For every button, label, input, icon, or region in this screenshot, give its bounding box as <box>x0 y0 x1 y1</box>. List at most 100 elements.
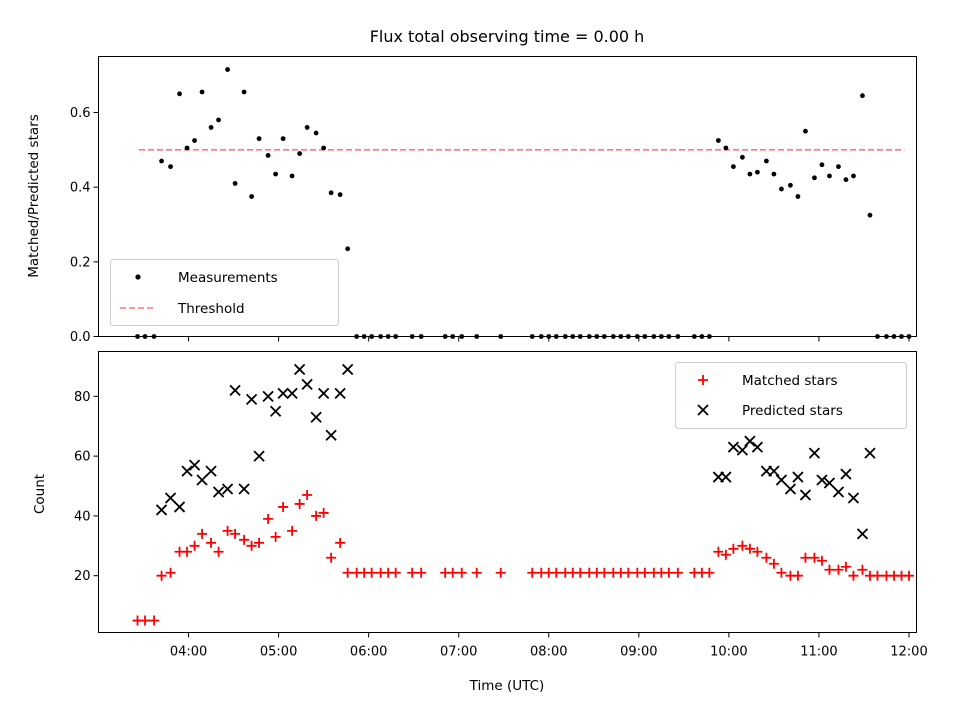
measurement-point <box>625 334 631 339</box>
measurement-point <box>199 89 205 95</box>
predicted-star-point <box>196 474 208 486</box>
count-y-axis-label: Count <box>32 474 48 514</box>
count-x-tick-label: 06:00 <box>350 645 387 660</box>
predicted-star-point <box>334 387 346 399</box>
measurement-point <box>771 171 777 177</box>
predicted-star-point <box>768 465 780 477</box>
measurement-point <box>642 334 648 339</box>
matched-star-point <box>239 534 250 545</box>
measurement-point <box>313 130 319 136</box>
measurement-point <box>151 334 157 339</box>
count-x-tick-label: 04:00 <box>170 645 207 660</box>
measurement-point <box>321 145 327 151</box>
measurement-point <box>142 334 148 339</box>
count-x-tick-label: 10:00 <box>710 645 747 660</box>
measurement-point <box>594 334 600 339</box>
predicted-legend-marker <box>697 404 709 416</box>
measurement-point <box>208 125 214 130</box>
measurement-point <box>249 194 254 199</box>
measurement-point <box>788 182 793 188</box>
predicted-star-point <box>736 444 749 456</box>
measurement-point <box>618 334 624 339</box>
predicted-star-point <box>840 468 852 480</box>
measurement-point <box>843 177 849 183</box>
predicted-star-point <box>784 483 797 495</box>
measurement-point <box>459 334 465 339</box>
matched-star-point <box>230 528 241 539</box>
predicted-star-point <box>799 489 812 501</box>
matched-legend-marker <box>698 375 708 385</box>
measurement-point <box>610 334 616 339</box>
measurement-point <box>601 334 607 339</box>
matched-star-point <box>551 567 562 578</box>
measurement-point <box>706 334 712 339</box>
predicted-star-point <box>342 363 354 376</box>
matched-star-point <box>833 564 844 575</box>
ratio-y-tick-label: 0.4 <box>70 181 91 196</box>
measurement-point <box>529 334 535 339</box>
measurement-point <box>289 173 295 179</box>
measurement-point <box>177 91 182 97</box>
predicted-star-point <box>720 471 732 483</box>
measurement-point <box>225 67 230 72</box>
ratio-y-ticks: 0.0 0.2 0.4 0.6 <box>70 106 99 345</box>
matched-star-point <box>809 552 820 563</box>
measurement-point <box>216 117 221 123</box>
matched-star-point <box>456 567 467 578</box>
measurement-point <box>256 136 262 142</box>
ratio-marks <box>135 67 912 339</box>
predicted-star-point <box>181 465 193 477</box>
predicted-star-point <box>744 435 756 447</box>
measurement-point <box>651 334 657 339</box>
measurement-point <box>232 181 238 186</box>
measurement-point <box>337 192 343 198</box>
count-legend: Matched stars Predicted stars <box>675 362 907 429</box>
measurement-point <box>418 334 424 339</box>
predicted-star-point <box>188 459 201 471</box>
matched-star-point <box>149 615 160 626</box>
predicted-star-point <box>847 492 860 504</box>
measurement-point <box>739 154 745 160</box>
measurement-point <box>570 334 576 339</box>
predicted-star-point <box>318 387 330 399</box>
predicted-star-point <box>856 528 869 540</box>
matched-star-point <box>768 558 779 569</box>
measurement-point <box>658 334 664 339</box>
matched-star-point <box>623 567 634 578</box>
measurement-point <box>675 334 681 339</box>
measurement-point <box>159 158 164 164</box>
measurement-point <box>409 334 415 339</box>
predicted-star-point <box>253 450 265 462</box>
matched-star-point <box>728 543 739 554</box>
measurement-point <box>378 334 384 339</box>
count-y-ticks: 20 40 60 80 <box>74 390 99 584</box>
matched-star-point <box>165 567 176 578</box>
measurement-point <box>666 334 672 339</box>
matched-star-point <box>663 567 674 578</box>
measurement-point <box>747 171 753 177</box>
count-x-tick-label: 07:00 <box>440 645 477 660</box>
measurement-point <box>723 145 729 151</box>
matched-star-point <box>776 567 787 578</box>
matched-star-point <box>416 567 427 578</box>
measurement-point <box>184 145 190 151</box>
matched-star-point <box>197 528 208 539</box>
ratio-y-tick-label: 0.0 <box>70 330 91 345</box>
threshold-legend-label: Threshold <box>177 301 245 317</box>
count-y-tick-label: 80 <box>74 390 91 405</box>
measurement-point <box>192 138 197 143</box>
measurement-point <box>755 169 760 175</box>
ratio-y-tick-label: 0.6 <box>70 106 91 121</box>
count-x-tick-label: 08:00 <box>530 645 567 660</box>
measurement-point <box>875 334 880 339</box>
measurement-point <box>241 89 247 95</box>
measurement-point <box>450 334 456 339</box>
matched-star-point <box>294 498 305 509</box>
matched-star-point <box>872 570 883 581</box>
predicted-star-point <box>238 483 250 495</box>
predicted-star-point <box>269 405 282 417</box>
measurement-point <box>803 128 808 134</box>
measurement-point <box>304 125 310 130</box>
measurement-point <box>819 162 825 168</box>
